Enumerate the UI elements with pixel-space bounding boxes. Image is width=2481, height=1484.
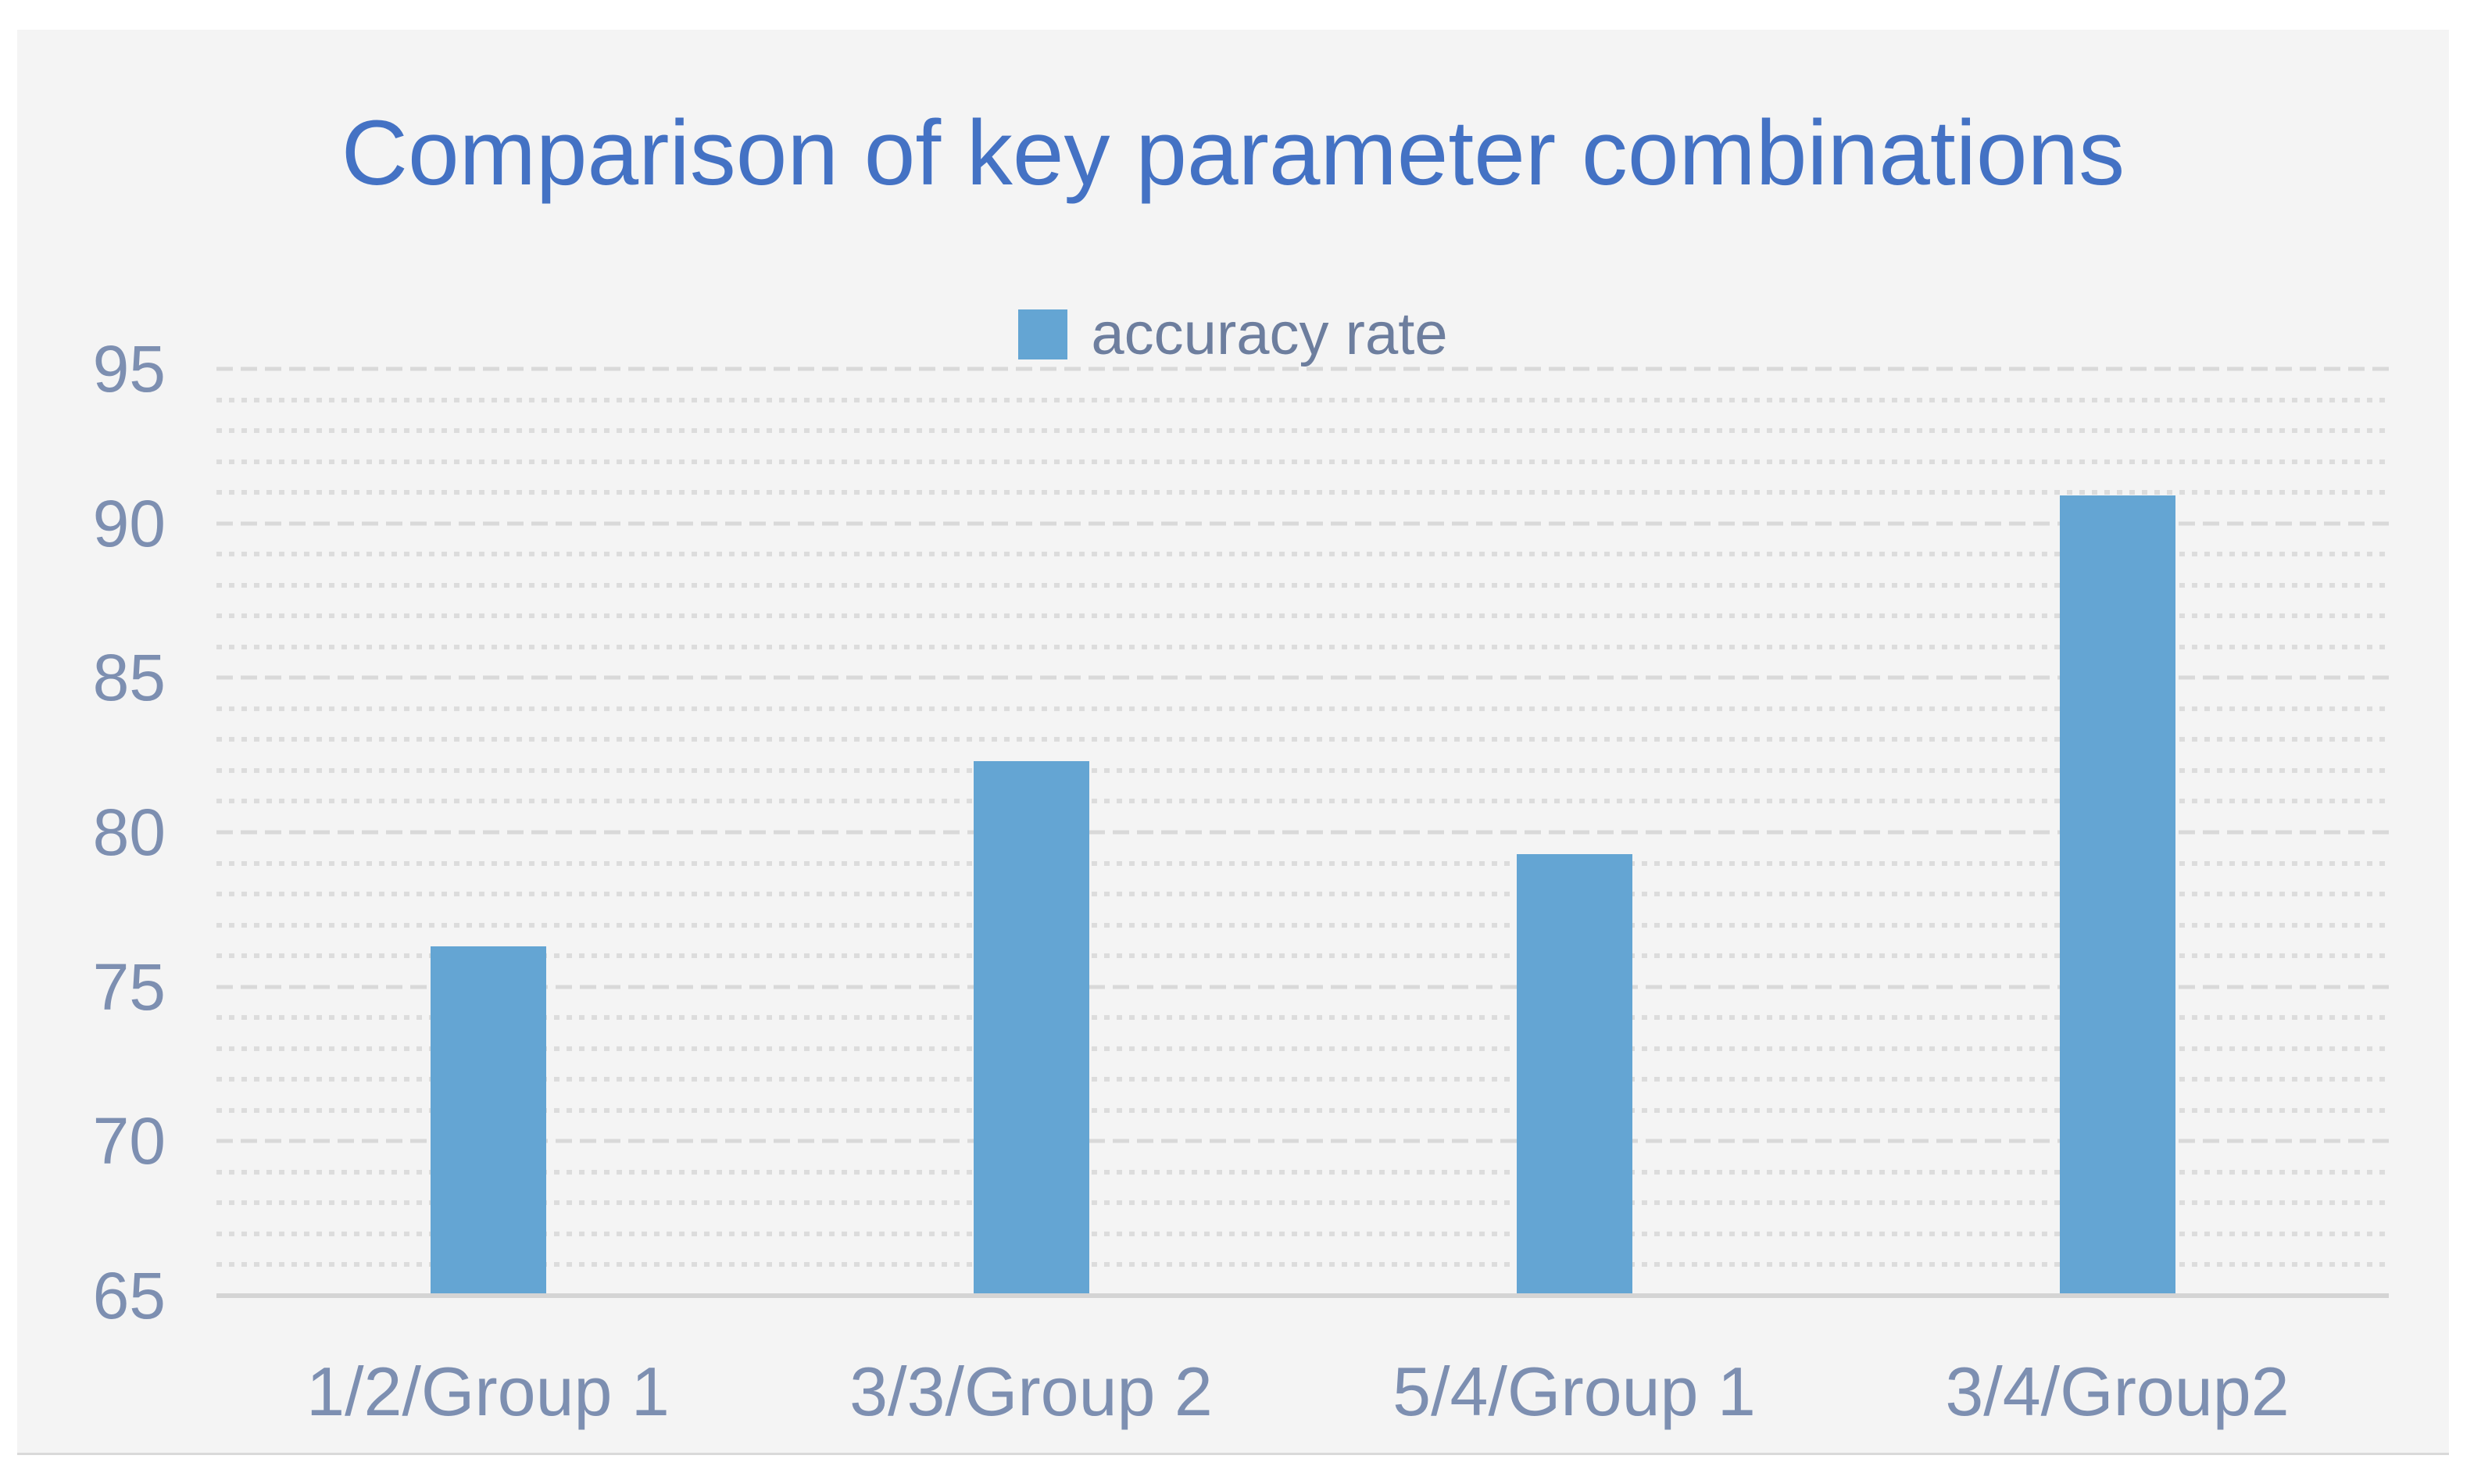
gridline-minor-69 bbox=[216, 1169, 2389, 1175]
bar-1-2-group-1 bbox=[430, 946, 546, 1296]
gridline-minor-77 bbox=[216, 922, 2389, 928]
bar-5-4-group-1 bbox=[1516, 853, 1632, 1296]
gridline-major-75 bbox=[216, 985, 2389, 989]
gridline-major-90 bbox=[216, 521, 2389, 526]
x-category-label-3: 5/4/Group 1 bbox=[1392, 1353, 1756, 1430]
gridline-major-70 bbox=[216, 1139, 2389, 1143]
x-category-label-2: 3/3/Group 2 bbox=[849, 1353, 1213, 1430]
gridline-minor-68 bbox=[216, 1200, 2389, 1206]
gridline-minor-89 bbox=[216, 552, 2389, 557]
gridline-minor-84 bbox=[216, 706, 2389, 711]
gridline-minor-82 bbox=[216, 767, 2389, 773]
gridline-minor-76 bbox=[216, 953, 2389, 959]
gridline-major-80 bbox=[216, 830, 2389, 835]
gridline-minor-86 bbox=[216, 644, 2389, 649]
gridline-minor-88 bbox=[216, 582, 2389, 588]
x-axis-line bbox=[216, 1293, 2389, 1298]
legend-label: accuracy rate bbox=[1091, 301, 1448, 367]
gridline-minor-72 bbox=[216, 1077, 2389, 1082]
gridline-major-95 bbox=[216, 367, 2389, 371]
gridline-minor-66 bbox=[216, 1262, 2389, 1268]
gridline-major-85 bbox=[216, 675, 2389, 680]
x-category-label-4: 3/4/Group2 bbox=[1945, 1353, 2290, 1430]
gridline-minor-94 bbox=[216, 397, 2389, 402]
x-category-label-1: 1/2/Group 1 bbox=[306, 1353, 670, 1430]
chart-title: Comparison of key parameter combinations bbox=[341, 102, 2125, 205]
y-tick-label-95: 95 bbox=[92, 332, 166, 406]
gridline-minor-78 bbox=[216, 892, 2389, 897]
y-tick-label-65: 65 bbox=[92, 1259, 166, 1332]
gridline-minor-74 bbox=[216, 1015, 2389, 1021]
gridline-minor-83 bbox=[216, 737, 2389, 742]
y-tick-label-70: 70 bbox=[92, 1104, 166, 1178]
gridline-minor-93 bbox=[216, 428, 2389, 434]
y-tick-label-90: 90 bbox=[92, 486, 166, 560]
gridline-minor-92 bbox=[216, 459, 2389, 464]
y-tick-label-75: 75 bbox=[92, 949, 166, 1024]
gridline-minor-73 bbox=[216, 1046, 2389, 1051]
gridline-minor-79 bbox=[216, 860, 2389, 866]
y-tick-label-85: 85 bbox=[92, 641, 166, 715]
bar-3-4-group2 bbox=[2059, 495, 2175, 1296]
plot-area bbox=[216, 367, 2389, 1298]
chart-panel: Comparison of key parameter combinations… bbox=[17, 30, 2449, 1455]
y-tick-label-80: 80 bbox=[92, 796, 166, 869]
gridline-minor-81 bbox=[216, 799, 2389, 804]
gridline-minor-67 bbox=[216, 1231, 2389, 1236]
gridline-minor-87 bbox=[216, 613, 2389, 619]
gridline-minor-91 bbox=[216, 490, 2389, 495]
legend-swatch-icon bbox=[1018, 309, 1068, 359]
legend: accuracy rate bbox=[17, 299, 2449, 370]
gridline-minor-71 bbox=[216, 1107, 2389, 1113]
bar-3-3-group-2 bbox=[973, 761, 1089, 1296]
